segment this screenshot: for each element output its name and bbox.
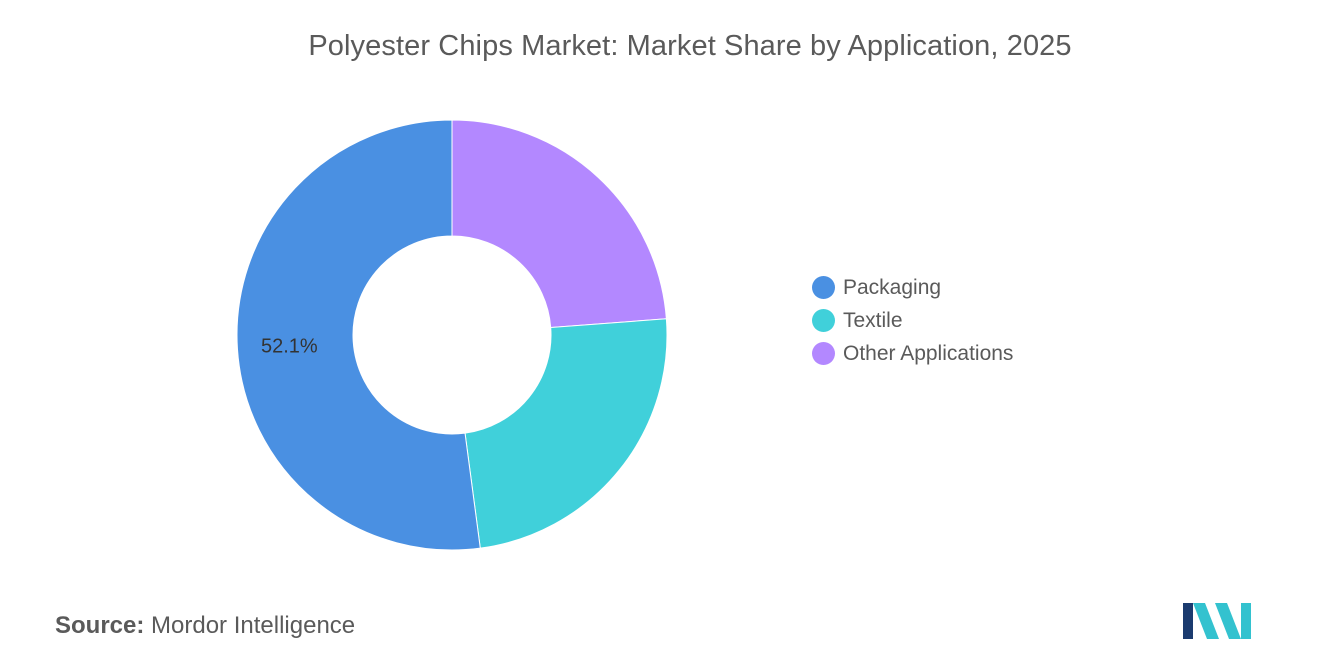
source-note: Source: Mordor Intelligence [55,612,355,640]
legend-label-other-applications: Other Applications [843,341,1014,365]
donut-slice-textile[interactable] [464,318,668,549]
legend-swatch-textile [812,309,835,332]
legend-swatch-packaging [812,276,835,299]
legend-item-textile[interactable]: Textile [812,304,1013,337]
logo-right-diagonal [1215,603,1241,639]
legend-label-packaging: Packaging [843,275,942,299]
source-label: Source: [55,612,145,639]
logo-left-diagonal [1193,603,1219,639]
logo-left-bar [1183,603,1193,639]
donut-slice-other-applications[interactable] [451,119,667,329]
logo-right-bar [1241,603,1251,639]
legend-swatch-other-applications [812,342,835,365]
legend-item-other-applications[interactable]: Other Applications [812,337,1013,370]
data-labels: 52.1% [261,336,318,358]
source-value: Mordor Intelligence [151,612,356,639]
legend: Packaging Textile Other Applications [812,271,1013,370]
data-label-packaging: 52.1% [261,336,318,358]
donut-slice-packaging[interactable] [236,119,481,551]
legend-item-packaging[interactable]: Packaging [812,271,1013,304]
chart-title: Polyester Chips Market: Market Share by … [308,30,1072,62]
donut-slices [236,119,668,551]
legend-label-textile: Textile [843,308,903,332]
mordor-intelligence-logo-icon [1183,603,1251,639]
